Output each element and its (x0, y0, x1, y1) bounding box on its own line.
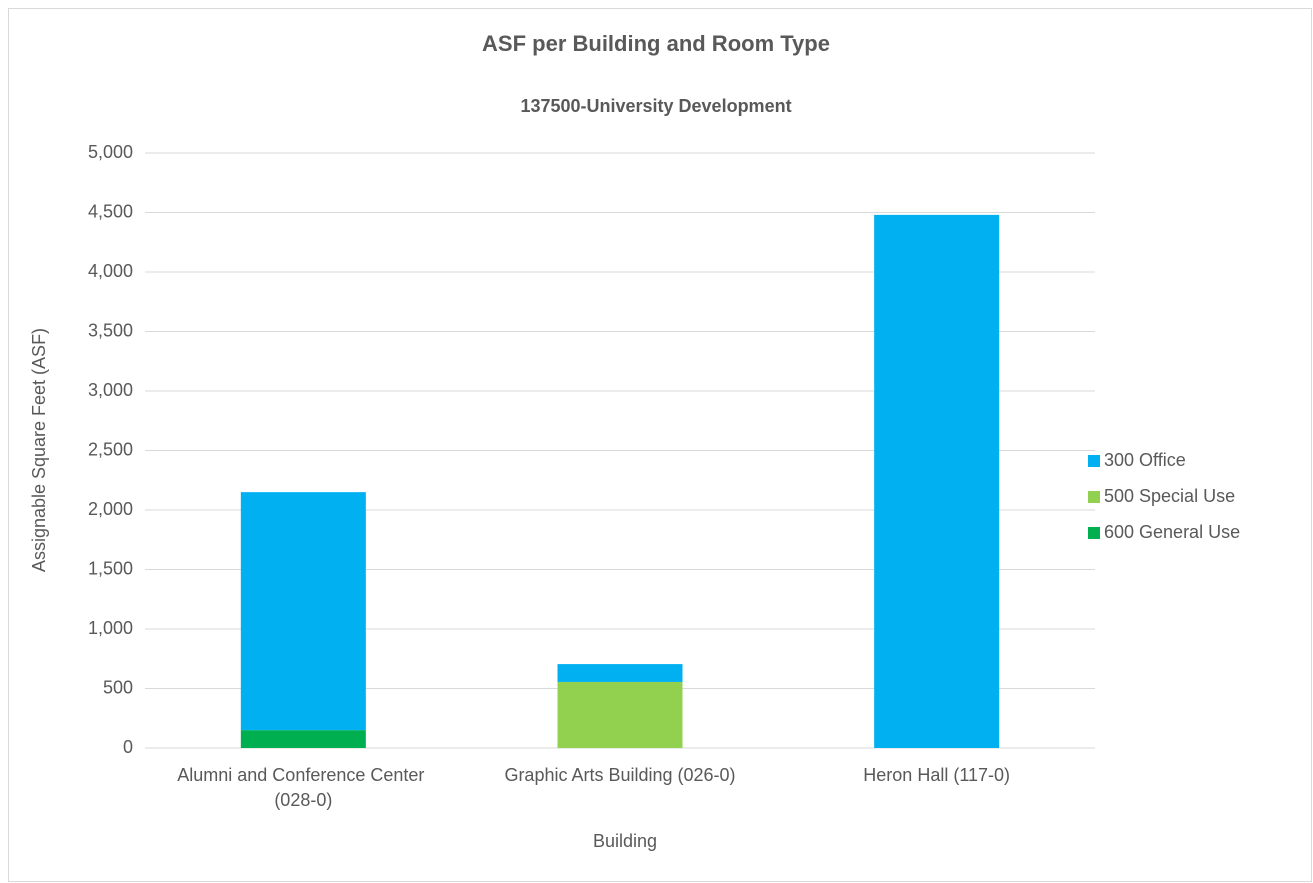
y-tick-label: 3,000 (88, 380, 133, 400)
x-tick-label: Graphic Arts Building (026-0) (504, 765, 735, 785)
y-tick-label: 4,000 (88, 261, 133, 281)
legend-label: 300 Office (1104, 450, 1186, 470)
x-tick-label: Heron Hall (117-0) (863, 765, 1010, 785)
legend-swatch (1088, 527, 1100, 539)
y-tick-label: 0 (123, 737, 133, 757)
bar-segment (240, 492, 366, 731)
x-axis-title: Building (593, 831, 657, 851)
y-tick-label: 2,500 (88, 439, 133, 459)
legend-swatch (1088, 455, 1100, 467)
chart-subtitle: 137500-University Development (520, 96, 791, 116)
x-tick-label: Alumni and Conference Center (028-0) (177, 765, 429, 810)
chart-border (8, 8, 1312, 882)
bar-segment (557, 681, 683, 748)
y-tick-label: 5,000 (88, 142, 133, 162)
bar-segment (557, 664, 683, 682)
bar-segment (240, 730, 366, 748)
legend-label: 500 Special Use (1104, 486, 1235, 506)
chart-title: ASF per Building and Room Type (482, 31, 830, 56)
y-tick-label: 2,000 (88, 499, 133, 519)
y-tick-label: 1,500 (88, 558, 133, 578)
y-tick-label: 1,000 (88, 618, 133, 638)
legend-label: 600 General Use (1104, 522, 1240, 542)
bar-segment (874, 214, 1000, 748)
y-tick-label: 500 (103, 677, 133, 697)
y-tick-label: 3,500 (88, 320, 133, 340)
y-axis-title: Assignable Square Feet (ASF) (29, 328, 49, 572)
y-tick-label: 4,500 (88, 201, 133, 221)
legend-swatch (1088, 491, 1100, 503)
